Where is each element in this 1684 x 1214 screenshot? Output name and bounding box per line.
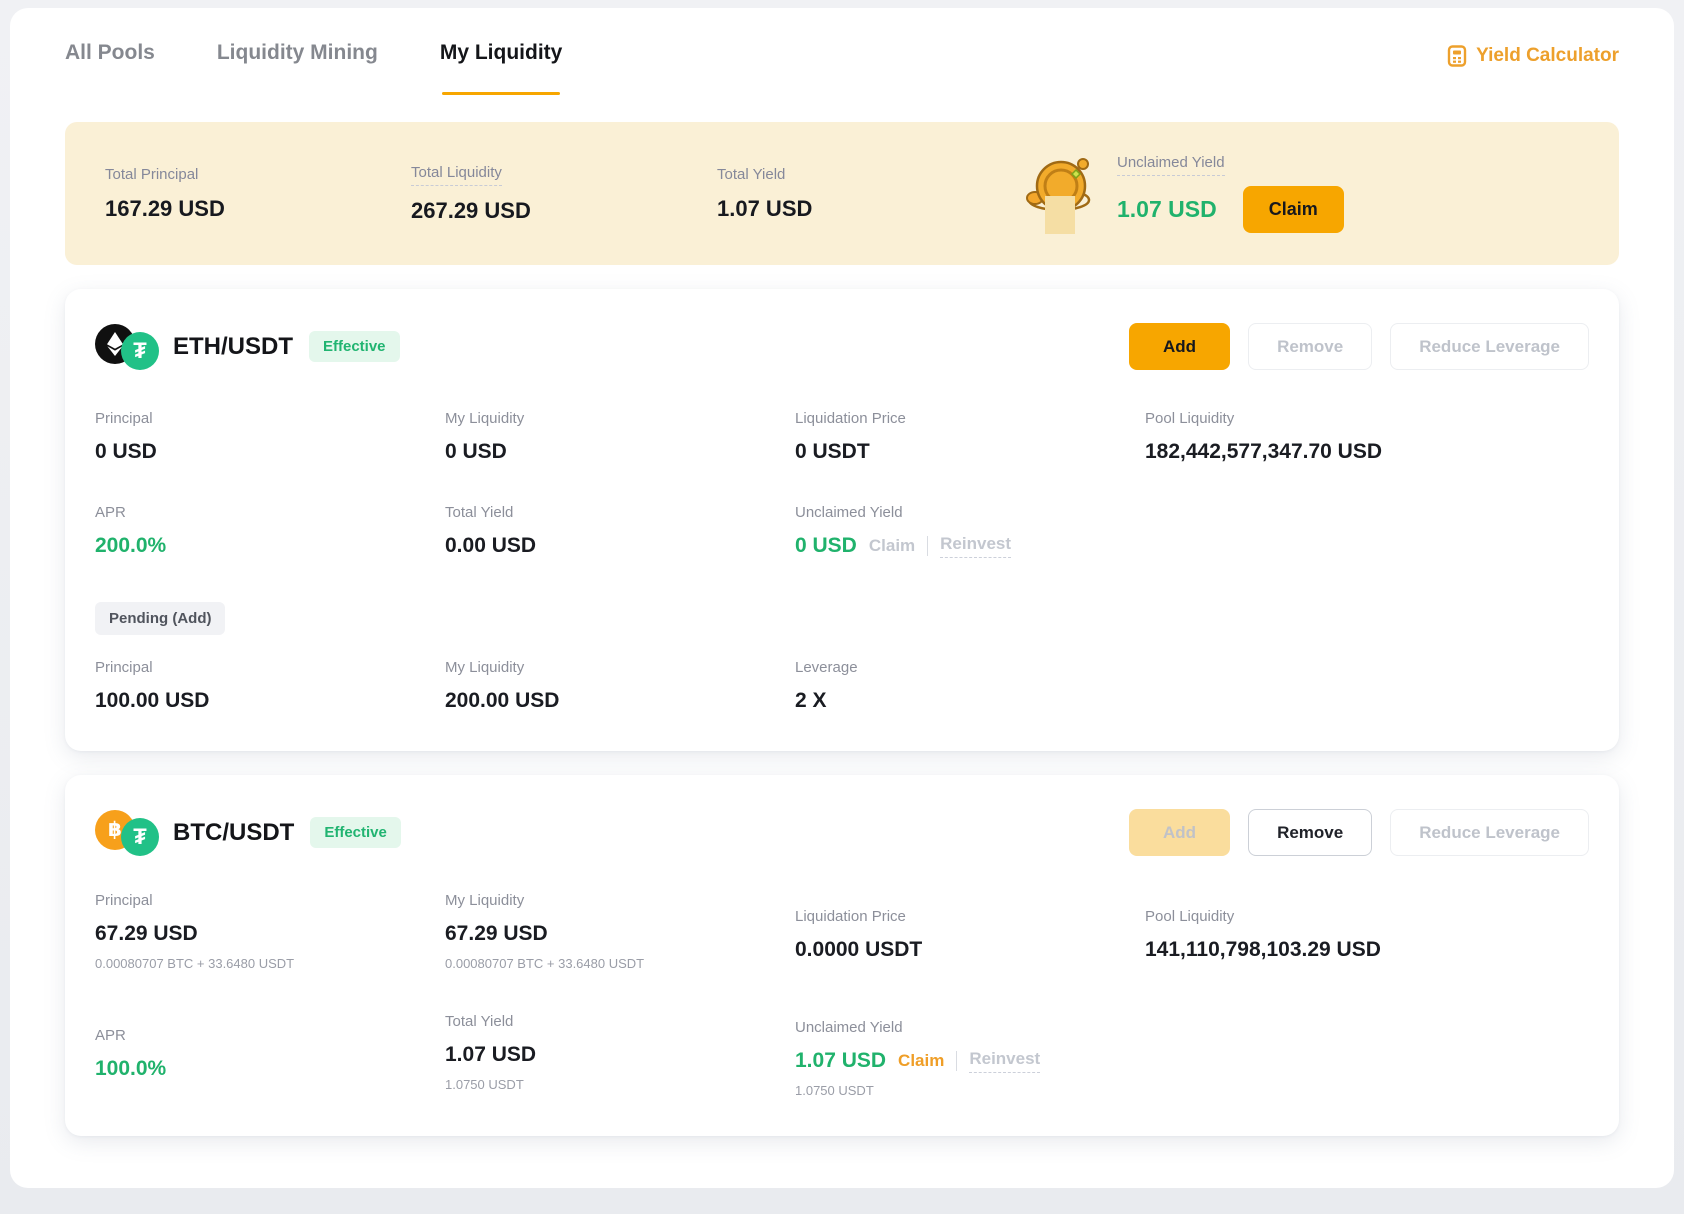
yield-calculator-link[interactable]: Yield Calculator (1446, 45, 1619, 67)
pending-my-liquidity: My Liquidity 200.00 USD (445, 659, 560, 712)
pending-principal: Principal 100.00 USD (95, 659, 210, 712)
usdt-icon: ₮ (121, 331, 159, 370)
stat-pool-liquidity: Pool Liquidity 141,110,798,103.29 USD (1145, 908, 1381, 961)
eth-usdt-pair-icon: ₮ (95, 323, 159, 370)
stat-total-yield: Total Yield 1.07 USD 1.0750 USDT (445, 1013, 795, 1098)
pair-name: BTC/USDT (173, 818, 295, 846)
stat-principal: Principal 0 USD (95, 410, 157, 463)
tab-all-pools[interactable]: All Pools (65, 41, 155, 64)
unclaimed-yield-amount: 1.07 USD (795, 1049, 887, 1072)
total-yield-value: 1.07 USD (717, 195, 813, 221)
calculator-icon (1446, 45, 1468, 67)
my-liquidity-breakdown: 0.00080707 BTC + 33.6480 USDT (445, 956, 645, 971)
stat-total-yield: Total Yield 0.00 USD (445, 504, 537, 557)
status-badge: Effective (310, 817, 401, 848)
summary-banner: Total Principal 167.29 USD Total Liquidi… (65, 122, 1619, 265)
divider (956, 1051, 958, 1071)
stat-liquidation-price: Liquidation Price 0.0000 USDT (795, 908, 923, 961)
usdt-icon: ₮ (121, 817, 159, 856)
reduce-leverage-button[interactable]: Reduce Leverage (1390, 809, 1589, 856)
reduce-leverage-button[interactable]: Reduce Leverage (1390, 323, 1589, 370)
tab-bar: All Pools Liquidity Mining My Liquidity … (65, 8, 1619, 104)
total-yield-usdt: 1.0750 USDT (445, 1077, 524, 1092)
unclaimed-yield-value: 1.07 USD (1117, 196, 1217, 222)
remove-button[interactable]: Remove (1248, 809, 1373, 856)
pending-leverage: Leverage 2 X (795, 659, 858, 712)
total-principal-label: Total Principal (105, 165, 199, 183)
stat-apr: APR 100.0% (95, 1027, 167, 1080)
stat-pool-liquidity: Pool Liquidity 182,442,577,347.70 USD (1145, 410, 1383, 463)
add-button[interactable]: Add (1129, 809, 1231, 856)
total-liquidity-label[interactable]: Total Liquidity (411, 164, 502, 186)
tab-my-liquidity[interactable]: My Liquidity (440, 41, 562, 95)
reinvest-link[interactable]: Reinvest (940, 534, 1012, 558)
unclaimed-yield-usdt: 1.0750 USDT (795, 1083, 874, 1098)
stat-liquidation-price: Liquidation Price 0 USDT (795, 410, 906, 463)
unclaimed-yield-amount: 0 USD (795, 534, 857, 557)
unclaimed-yield: Unclaimed Yield 1.07 USD Claim (1117, 154, 1344, 233)
tab-liquidity-mining[interactable]: Liquidity Mining (216, 41, 378, 64)
yield-calculator-label: Yield Calculator (1476, 45, 1619, 66)
stat-unclaimed-yield: Unclaimed Yield 1.07 USD Claim Reinvest … (795, 1013, 1145, 1098)
total-liquidity: Total Liquidity 267.29 USD (411, 164, 717, 224)
stat-apr: APR 200.0% (95, 504, 167, 557)
btc-usdt-pair-icon: ฿ ₮ (95, 809, 159, 856)
pending-add-badge: Pending (Add) (95, 602, 226, 635)
pool-card-eth-usdt: ₮ ETH/USDT Effective Add Remove Reduce L… (65, 289, 1619, 751)
total-principal-value: 167.29 USD (105, 195, 225, 221)
unclaimed-yield-label[interactable]: Unclaimed Yield (1117, 154, 1225, 176)
total-yield: Total Yield 1.07 USD (717, 166, 1023, 222)
principal-breakdown: 0.00080707 BTC + 33.6480 USDT (95, 956, 295, 971)
add-button[interactable]: Add (1129, 323, 1231, 370)
remove-button[interactable]: Remove (1248, 323, 1373, 370)
gold-coin-illustration (1023, 152, 1095, 236)
total-yield-label: Total Yield (717, 165, 786, 183)
claim-link[interactable]: Claim (868, 536, 916, 555)
total-principal: Total Principal 167.29 USD (105, 166, 411, 222)
claim-button[interactable]: Claim (1242, 186, 1344, 233)
stat-unclaimed-yield: Unclaimed Yield 0 USD Claim Reinvest (795, 504, 1012, 558)
pair-name: ETH/USDT (173, 332, 293, 360)
pool-card-btc-usdt: ฿ ₮ BTC/USDT Effective Add Remove Reduce… (65, 775, 1619, 1136)
stat-my-liquidity: My Liquidity 67.29 USD 0.00080707 BTC + … (445, 892, 795, 971)
stat-my-liquidity: My Liquidity 0 USD (445, 410, 525, 463)
status-badge: Effective (309, 331, 400, 362)
liquidity-page: All Pools Liquidity Mining My Liquidity … (10, 8, 1674, 1188)
claim-link[interactable]: Claim (898, 1051, 945, 1070)
reinvest-link[interactable]: Reinvest (969, 1049, 1041, 1073)
divider (927, 536, 929, 556)
unclaimed-yield-panel: Unclaimed Yield 1.07 USD Claim (1023, 152, 1344, 236)
stat-principal: Principal 67.29 USD 0.00080707 BTC + 33.… (95, 892, 445, 971)
total-liquidity-value: 267.29 USD (411, 197, 531, 223)
